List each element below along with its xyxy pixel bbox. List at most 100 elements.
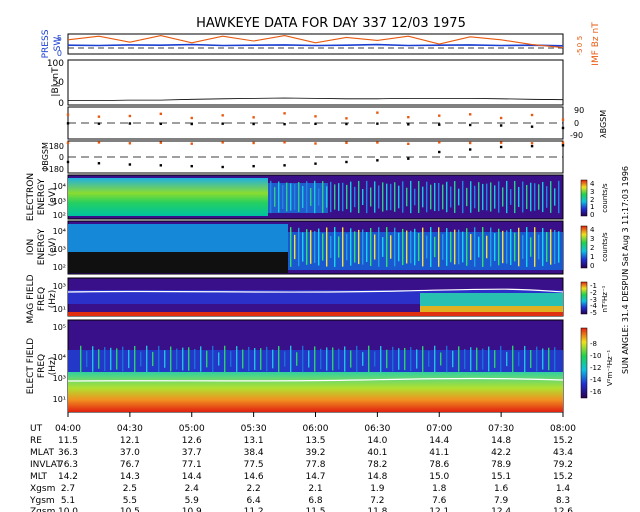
bmag-series [68,97,564,101]
ion-streak [526,227,528,267]
electron-streak [558,180,560,214]
lambda-point [314,115,317,118]
ephemeris-cell: 38.4 [244,448,264,458]
efield-streak [362,352,364,366]
electron-ylabel-1: ELECTRON [26,173,36,221]
electron-cbar-tick-4: 0 [590,211,594,219]
efield-streak [452,350,454,368]
imf-tick-1: 0 [576,43,584,47]
ion-streak [538,234,540,260]
phi-point [438,150,441,154]
ephemeris-row-label: INVLAT [30,460,62,470]
electron-streak [366,180,368,214]
ion-ylabel-2: ENERGY [37,228,47,265]
ion-streaks [290,227,560,267]
ion-streak [414,228,416,266]
efield-cbar-tick-1: -10 [590,352,601,360]
phi-point [190,142,193,145]
magfield-ylabel-1: MAG FIELD [26,274,36,323]
magfield-cbar-tick-3: -4 [590,302,598,310]
ephemeris-cell: 41.1 [429,448,449,458]
lambda-point [66,113,70,116]
efield-streak [284,351,286,367]
efield-streak [344,346,346,372]
ion-colorbar [580,225,588,269]
press-label-1: PRESS [41,29,51,58]
ion-streak [378,227,380,267]
electron-streak [430,184,432,210]
electron-streak [514,180,516,214]
efield-streak [272,349,274,369]
phi-point [376,159,379,162]
ion-streak [290,227,292,267]
ephemeris-cell: 77.1 [182,460,202,470]
ephemeris-cell: 14.7 [305,472,325,482]
efield-mid [68,350,563,375]
ephemeris-row-label: MLAT [30,448,54,458]
efield-streak [302,345,304,373]
electron-streaks [270,180,560,214]
lambda-point [468,123,472,127]
magfield-colorbar [580,281,588,315]
ion-tick-0: 10⁴ [53,227,66,236]
electron-streak [330,181,332,213]
ion-cbar-tick-2: 2 [590,244,594,252]
electron-streak [426,181,428,213]
ephemeris-cell: 14.2 [58,472,78,482]
efield-streak [428,351,430,367]
efield-tick-3: 10¹ [53,395,66,404]
electron-streak [466,187,468,207]
phi-point [561,141,565,145]
efield-streak [548,347,550,371]
lambda-point [159,112,163,116]
efield-streak [164,350,166,368]
efield-streak [380,346,382,372]
ephemeris-cell: 2.4 [185,484,200,494]
ion-streak [438,227,440,267]
phi-tick-0: 180 [49,142,64,151]
electron-streak [418,181,420,213]
ephemeris-cell: 15.1 [491,472,511,482]
ion-cbar-tick-1: 3 [590,235,594,243]
ephemeris-cell: 78.6 [429,460,449,470]
lambda-point [438,123,441,126]
electron-streak [474,185,476,209]
phi-point [407,157,410,160]
ion-streak [462,231,464,263]
efield-streak [470,347,472,371]
ion-streak [342,227,344,267]
efield-cbar-tick-3: -14 [590,376,602,384]
efield-streak [80,345,82,373]
electron-band [68,178,268,216]
phi-points [66,141,565,169]
lambda-point [376,111,379,114]
efield-streak [200,346,202,372]
ephemeris-row-label: Zgsm [30,507,55,512]
lambda-point [314,122,317,126]
efield-streak [314,346,316,372]
efield-streak [326,347,328,371]
efield-streak [476,347,478,371]
ephemeris-cell: 04:00 [55,424,81,434]
ion-streak [398,232,400,262]
magfield-tick-1: 10¹ [53,305,66,314]
electron-streak [510,189,512,205]
electron-streak [546,186,548,208]
ion-streak [446,228,448,266]
ion-streak [394,227,396,267]
bmag-panel: |B|, nT 0 50 100 [47,59,564,109]
ion-streak [346,233,348,261]
ion-streak [418,232,420,262]
efield-streak [446,345,448,373]
ephemeris-row-label: RE [30,436,42,446]
efield-streak [182,347,184,371]
ephemeris-cell: 15.2 [553,472,573,482]
ion-streak [334,227,336,267]
magfield-cbar-tick-0: -1 [590,282,597,290]
ephemeris-cell: 14.4 [429,436,449,446]
electron-streak [310,188,312,206]
ion-cbar-label: counts/s [601,232,609,262]
ion-streak [382,237,384,257]
efield-streak [218,352,220,366]
